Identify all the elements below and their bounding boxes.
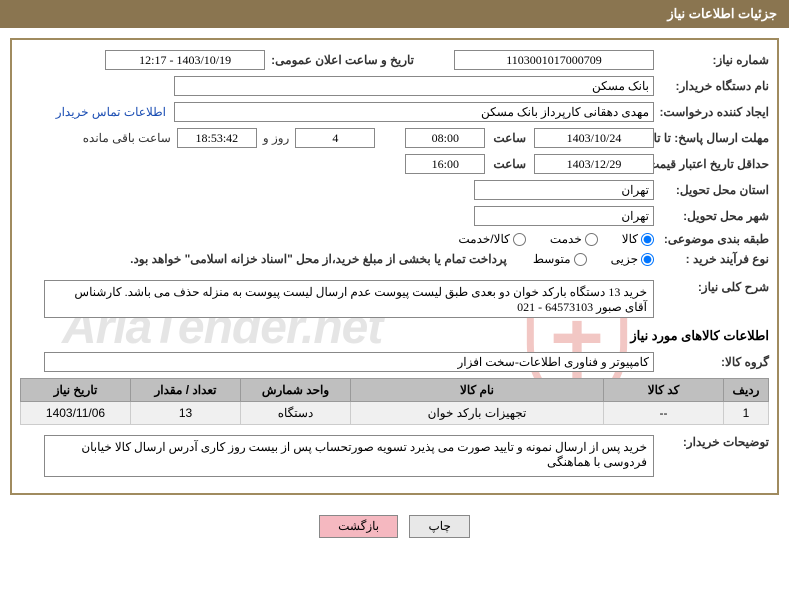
announce-date-label: تاریخ و ساعت اعلان عمومی: <box>265 53 414 67</box>
deadline-label: مهلت ارسال پاسخ: تا تاریخ: <box>654 131 769 145</box>
row-province: استان محل تحویل: <box>20 180 769 200</box>
announce-date-input <box>105 50 265 70</box>
category-radio-group: کالا خدمت کالا/خدمت <box>440 232 654 246</box>
th-row: ردیف <box>724 379 769 402</box>
button-row: چاپ بازگشت <box>0 505 789 542</box>
remain-suffix: ساعت باقی مانده <box>77 131 177 145</box>
radio-small[interactable]: جزیی <box>611 252 654 266</box>
td-qty: 13 <box>131 402 241 425</box>
deadline-date-input <box>534 128 654 148</box>
goods-group-input <box>44 352 654 372</box>
print-button[interactable]: چاپ <box>409 515 469 538</box>
process-label: نوع فرآیند خرید : <box>654 252 769 266</box>
deadline-time-input <box>405 128 485 148</box>
buyer-org-input <box>174 76 654 96</box>
validity-label: حداقل تاریخ اعتبار قیمت: تا تاریخ: <box>654 157 769 171</box>
time-label-1: ساعت <box>485 131 534 145</box>
row-city: شهر محل تحویل: <box>20 206 769 226</box>
row-desc: شرح کلی نیاز: <box>20 280 769 318</box>
days-word: روز و <box>257 131 296 145</box>
buyer-notes-textarea <box>44 435 654 477</box>
th-unit: واحد شمارش <box>241 379 351 402</box>
th-date: تاریخ نیاز <box>21 379 131 402</box>
td-unit: دستگاه <box>241 402 351 425</box>
city-label: شهر محل تحویل: <box>654 209 769 223</box>
main-frame: AriaTender.net شماره نیاز: تاریخ و ساعت … <box>10 38 779 495</box>
process-radio-group: جزیی متوسط <box>515 252 654 266</box>
category-label: طبقه بندی موضوعی: <box>654 232 769 246</box>
table-row: 1 -- تجهیزات بارکد خوان دستگاه 13 1403/1… <box>21 402 769 425</box>
td-row: 1 <box>724 402 769 425</box>
radio-medium[interactable]: متوسط <box>533 252 587 266</box>
contact-link[interactable]: اطلاعات تماس خریدار <box>56 105 174 119</box>
validity-date-input <box>534 154 654 174</box>
row-goods-group: گروه کالا: <box>20 352 769 372</box>
radio-medium-input[interactable] <box>574 253 587 266</box>
row-category: طبقه بندی موضوعی: کالا خدمت کالا/خدمت <box>20 232 769 246</box>
requester-input <box>174 102 654 122</box>
table-header-row: ردیف کد کالا نام کالا واحد شمارش تعداد /… <box>21 379 769 402</box>
buyer-org-label: نام دستگاه خریدار: <box>654 79 769 93</box>
td-name: تجهیزات بارکد خوان <box>351 402 604 425</box>
buyer-notes-label: توضیحات خریدار: <box>654 435 769 449</box>
back-button[interactable]: بازگشت <box>319 515 398 538</box>
td-code: -- <box>604 402 724 425</box>
need-number-label: شماره نیاز: <box>654 53 769 67</box>
td-date: 1403/11/06 <box>21 402 131 425</box>
row-process: نوع فرآیند خرید : جزیی متوسط پرداخت تمام… <box>20 252 769 266</box>
radio-small-input[interactable] <box>641 253 654 266</box>
th-code: کد کالا <box>604 379 724 402</box>
row-buyer-org: نام دستگاه خریدار: <box>20 76 769 96</box>
radio-goods[interactable]: کالا <box>622 232 654 246</box>
th-name: نام کالا <box>351 379 604 402</box>
goods-group-label: گروه کالا: <box>654 355 769 369</box>
row-requester: ایجاد کننده درخواست: اطلاعات تماس خریدار <box>20 102 769 122</box>
radio-service[interactable]: خدمت <box>550 232 598 246</box>
desc-textarea <box>44 280 654 318</box>
days-remain-input <box>295 128 375 148</box>
goods-section-title: اطلاعات کالاهای مورد نیاز <box>20 328 769 344</box>
time-label-2: ساعت <box>485 157 534 171</box>
city-input <box>474 206 654 226</box>
need-number-input <box>454 50 654 70</box>
radio-both[interactable]: کالا/خدمت <box>458 232 525 246</box>
page-header: جزئیات اطلاعات نیاز <box>0 0 789 28</box>
header-title: جزئیات اطلاعات نیاز <box>667 6 777 21</box>
hours-remain-input <box>177 128 257 148</box>
radio-both-input[interactable] <box>513 233 526 246</box>
row-need-number: شماره نیاز: تاریخ و ساعت اعلان عمومی: <box>20 50 769 70</box>
payment-note: پرداخت تمام یا بخشی از مبلغ خرید،از محل … <box>130 252 515 266</box>
radio-goods-input[interactable] <box>641 233 654 246</box>
province-input <box>474 180 654 200</box>
row-buyer-notes: توضیحات خریدار: <box>20 435 769 477</box>
validity-time-input <box>405 154 485 174</box>
th-qty: تعداد / مقدار <box>131 379 241 402</box>
goods-table: ردیف کد کالا نام کالا واحد شمارش تعداد /… <box>20 378 769 425</box>
radio-service-input[interactable] <box>585 233 598 246</box>
province-label: استان محل تحویل: <box>654 183 769 197</box>
row-deadline: مهلت ارسال پاسخ: تا تاریخ: ساعت روز و سا… <box>20 128 769 148</box>
desc-label: شرح کلی نیاز: <box>654 280 769 294</box>
requester-label: ایجاد کننده درخواست: <box>654 105 769 119</box>
row-validity: حداقل تاریخ اعتبار قیمت: تا تاریخ: ساعت <box>20 154 769 174</box>
